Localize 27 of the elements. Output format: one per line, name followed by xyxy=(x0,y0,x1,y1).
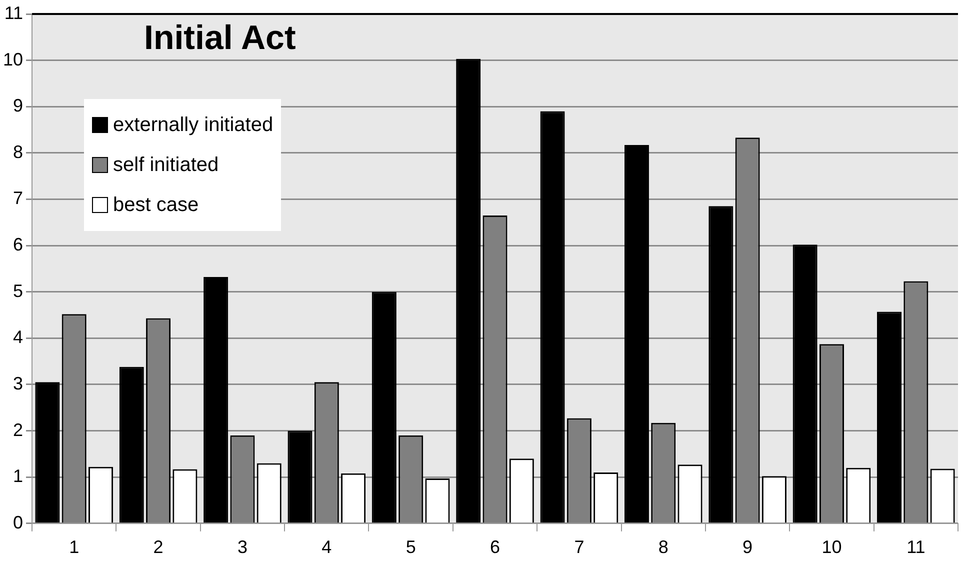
x-tick-label: 10 xyxy=(822,537,842,558)
x-tick-label: 5 xyxy=(406,537,416,558)
y-tick-label: 10 xyxy=(2,49,24,70)
y-tick-label: 2 xyxy=(13,420,24,440)
legend-label: best case xyxy=(113,193,199,218)
y-tick-label: 5 xyxy=(13,280,24,301)
y-tick-label: 6 xyxy=(13,234,24,255)
x-tick-label: 2 xyxy=(153,537,164,558)
y-tick-label: 9 xyxy=(13,96,24,116)
chart-title: Initial Act xyxy=(144,18,296,58)
x-tick-label: 8 xyxy=(658,537,668,558)
y-tick-label: 11 xyxy=(4,2,24,23)
x-tick-label: 1 xyxy=(69,537,80,558)
y-tick-label: 3 xyxy=(13,373,24,394)
x-tick-label: 4 xyxy=(322,537,332,558)
y-tick-label: 1 xyxy=(13,466,24,486)
y-tick-label: 7 xyxy=(13,188,24,208)
x-tick-label: 6 xyxy=(490,537,500,558)
y-tick-label: 0 xyxy=(13,512,24,532)
x-tick-label: 11 xyxy=(906,537,926,558)
y-tick-label: 4 xyxy=(13,327,24,348)
legend-label: self initiated xyxy=(113,153,219,178)
legend-label: externally initiated xyxy=(113,113,274,138)
x-tick-label: 3 xyxy=(237,537,248,558)
x-tick-label: 9 xyxy=(742,537,753,558)
x-tick-label: 7 xyxy=(574,537,584,558)
y-tick-label: 8 xyxy=(13,142,24,162)
